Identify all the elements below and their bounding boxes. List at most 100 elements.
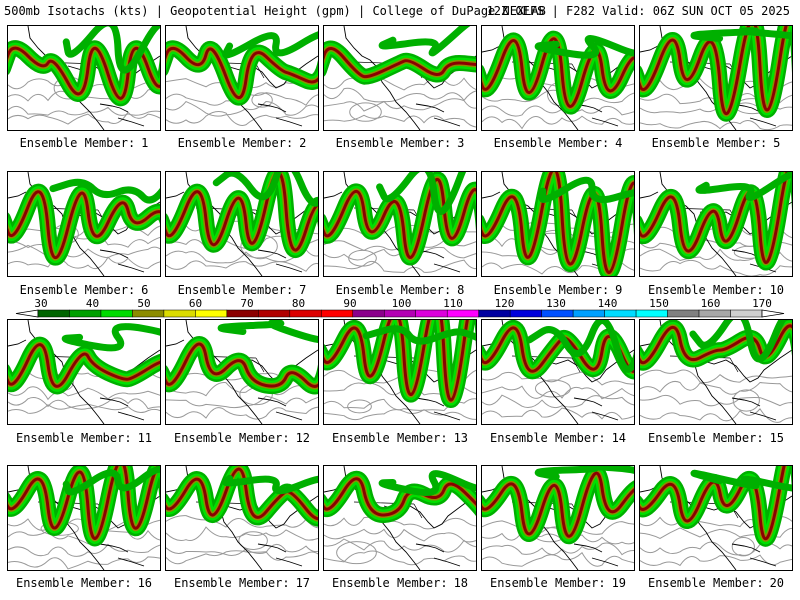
member-label-prefix: Ensemble Member:: [647, 576, 764, 590]
height-contour: [324, 114, 476, 128]
jet-band: [640, 26, 788, 116]
height-contour: [8, 256, 160, 270]
height-contour: [8, 233, 160, 249]
height-contour: [640, 369, 792, 384]
ensemble-panel: [481, 25, 635, 131]
jet-band: [8, 466, 160, 540]
jet-band-secondary: [61, 323, 160, 352]
ensemble-panel: [639, 319, 793, 425]
jet-band-secondary: [378, 26, 471, 57]
height-contour: [324, 87, 476, 103]
colorbar-swatch: [132, 309, 165, 318]
jet-band: [166, 172, 318, 252]
height-contour: [324, 409, 476, 421]
member-label-prefix: Ensemble Member:: [651, 136, 768, 150]
jet-band-secondary: [538, 176, 634, 204]
height-contour: [166, 526, 318, 541]
height-contour: [482, 407, 634, 420]
height-contour: [482, 394, 634, 409]
height-contour: [482, 105, 634, 117]
member-map: [482, 320, 634, 424]
jet-band-secondary: [690, 469, 792, 492]
height-contour: [324, 528, 476, 543]
colorbar-tick-label: 100: [392, 298, 412, 310]
member-label-prefix: Ensemble Member:: [335, 136, 452, 150]
colorbar-swatch: [69, 309, 102, 318]
colorbar-tick-label: 60: [189, 298, 202, 310]
member-number: 3: [457, 136, 465, 150]
height-contour: [640, 394, 792, 407]
colorbar-tick-label: 110: [443, 298, 463, 310]
height-contour: [482, 542, 634, 556]
height-contour: [166, 550, 318, 565]
colorbar-swatch: [541, 309, 574, 318]
height-contour-closed: [336, 541, 377, 565]
member-label-prefix: Ensemble Member:: [335, 283, 452, 297]
member-label-prefix: Ensemble Member:: [19, 136, 136, 150]
height-contour-closed: [349, 102, 382, 122]
height-contour: [482, 551, 634, 567]
member-number: 4: [615, 136, 623, 150]
jet-band: [482, 326, 634, 373]
height-contour: [8, 386, 160, 401]
ensemble-panel: [165, 25, 319, 131]
height-contour: [8, 529, 160, 545]
member-label: Ensemble Member: 1: [4, 136, 164, 150]
height-contour: [166, 395, 318, 409]
member-label-prefix: Ensemble Member:: [493, 283, 610, 297]
height-contour-closed: [347, 399, 372, 414]
jet-band-secondary: [689, 320, 792, 363]
member-map: [8, 26, 160, 130]
colorbar-swatch: [321, 309, 354, 318]
jet-band-secondary: [217, 320, 318, 344]
ensemble-panel: [323, 171, 477, 277]
member-map: [8, 172, 160, 276]
colorbar-swatch: [258, 309, 291, 318]
member-label-prefix: Ensemble Member:: [177, 136, 294, 150]
colorbar-tick-label: 140: [598, 298, 618, 310]
member-number: 18: [453, 576, 469, 590]
height-contour: [8, 88, 160, 102]
member-label: Ensemble Member: 17: [162, 576, 322, 590]
member-label: Ensemble Member: 20: [636, 576, 796, 590]
jet-band: [324, 477, 476, 517]
member-number: 20: [769, 576, 785, 590]
member-map: [640, 320, 792, 424]
height-contour: [166, 406, 318, 420]
height-contour-closed: [348, 249, 377, 267]
jet-band: [166, 467, 318, 521]
member-map: [166, 26, 318, 130]
ensemble-panel: [165, 171, 319, 277]
colorbar-tick-label: 40: [86, 298, 99, 310]
colorbar-swatch: [509, 309, 542, 318]
height-contour: [8, 556, 160, 570]
member-label-prefix: Ensemble Member:: [489, 576, 606, 590]
height-contour: [482, 371, 634, 386]
run-info: 12Z GEFS | F282 Valid: 06Z SUN OCT 05 20…: [486, 4, 790, 18]
jet-band-secondary: [62, 26, 160, 74]
member-label-prefix: Ensemble Member:: [493, 136, 610, 150]
height-contour: [8, 111, 160, 125]
member-number: 11: [137, 431, 153, 445]
ensemble-panel: [323, 465, 477, 571]
height-contour: [640, 554, 792, 567]
member-number: 13: [453, 431, 469, 445]
member-label: Ensemble Member: 15: [636, 431, 796, 445]
colorbar-tick-label: 80: [292, 298, 305, 310]
member-map: [640, 26, 792, 130]
height-contour: [324, 516, 476, 530]
member-label: Ensemble Member: 3: [320, 136, 480, 150]
member-label: Ensemble Member: 16: [4, 576, 164, 590]
ensemble-panel: [481, 465, 635, 571]
jet-band: [8, 343, 160, 388]
member-label: Ensemble Member: 19: [478, 576, 638, 590]
jet-band-secondary: [534, 466, 634, 481]
member-label: Ensemble Member: 11: [4, 431, 164, 445]
height-contour: [640, 541, 792, 556]
member-map: [482, 466, 634, 570]
member-label: Ensemble Member: 14: [478, 431, 638, 445]
jet-band-secondary: [212, 172, 318, 207]
colorbar-swatch: [415, 309, 448, 318]
colorbar-swatch: [289, 309, 322, 318]
height-contour-closed: [731, 537, 755, 557]
